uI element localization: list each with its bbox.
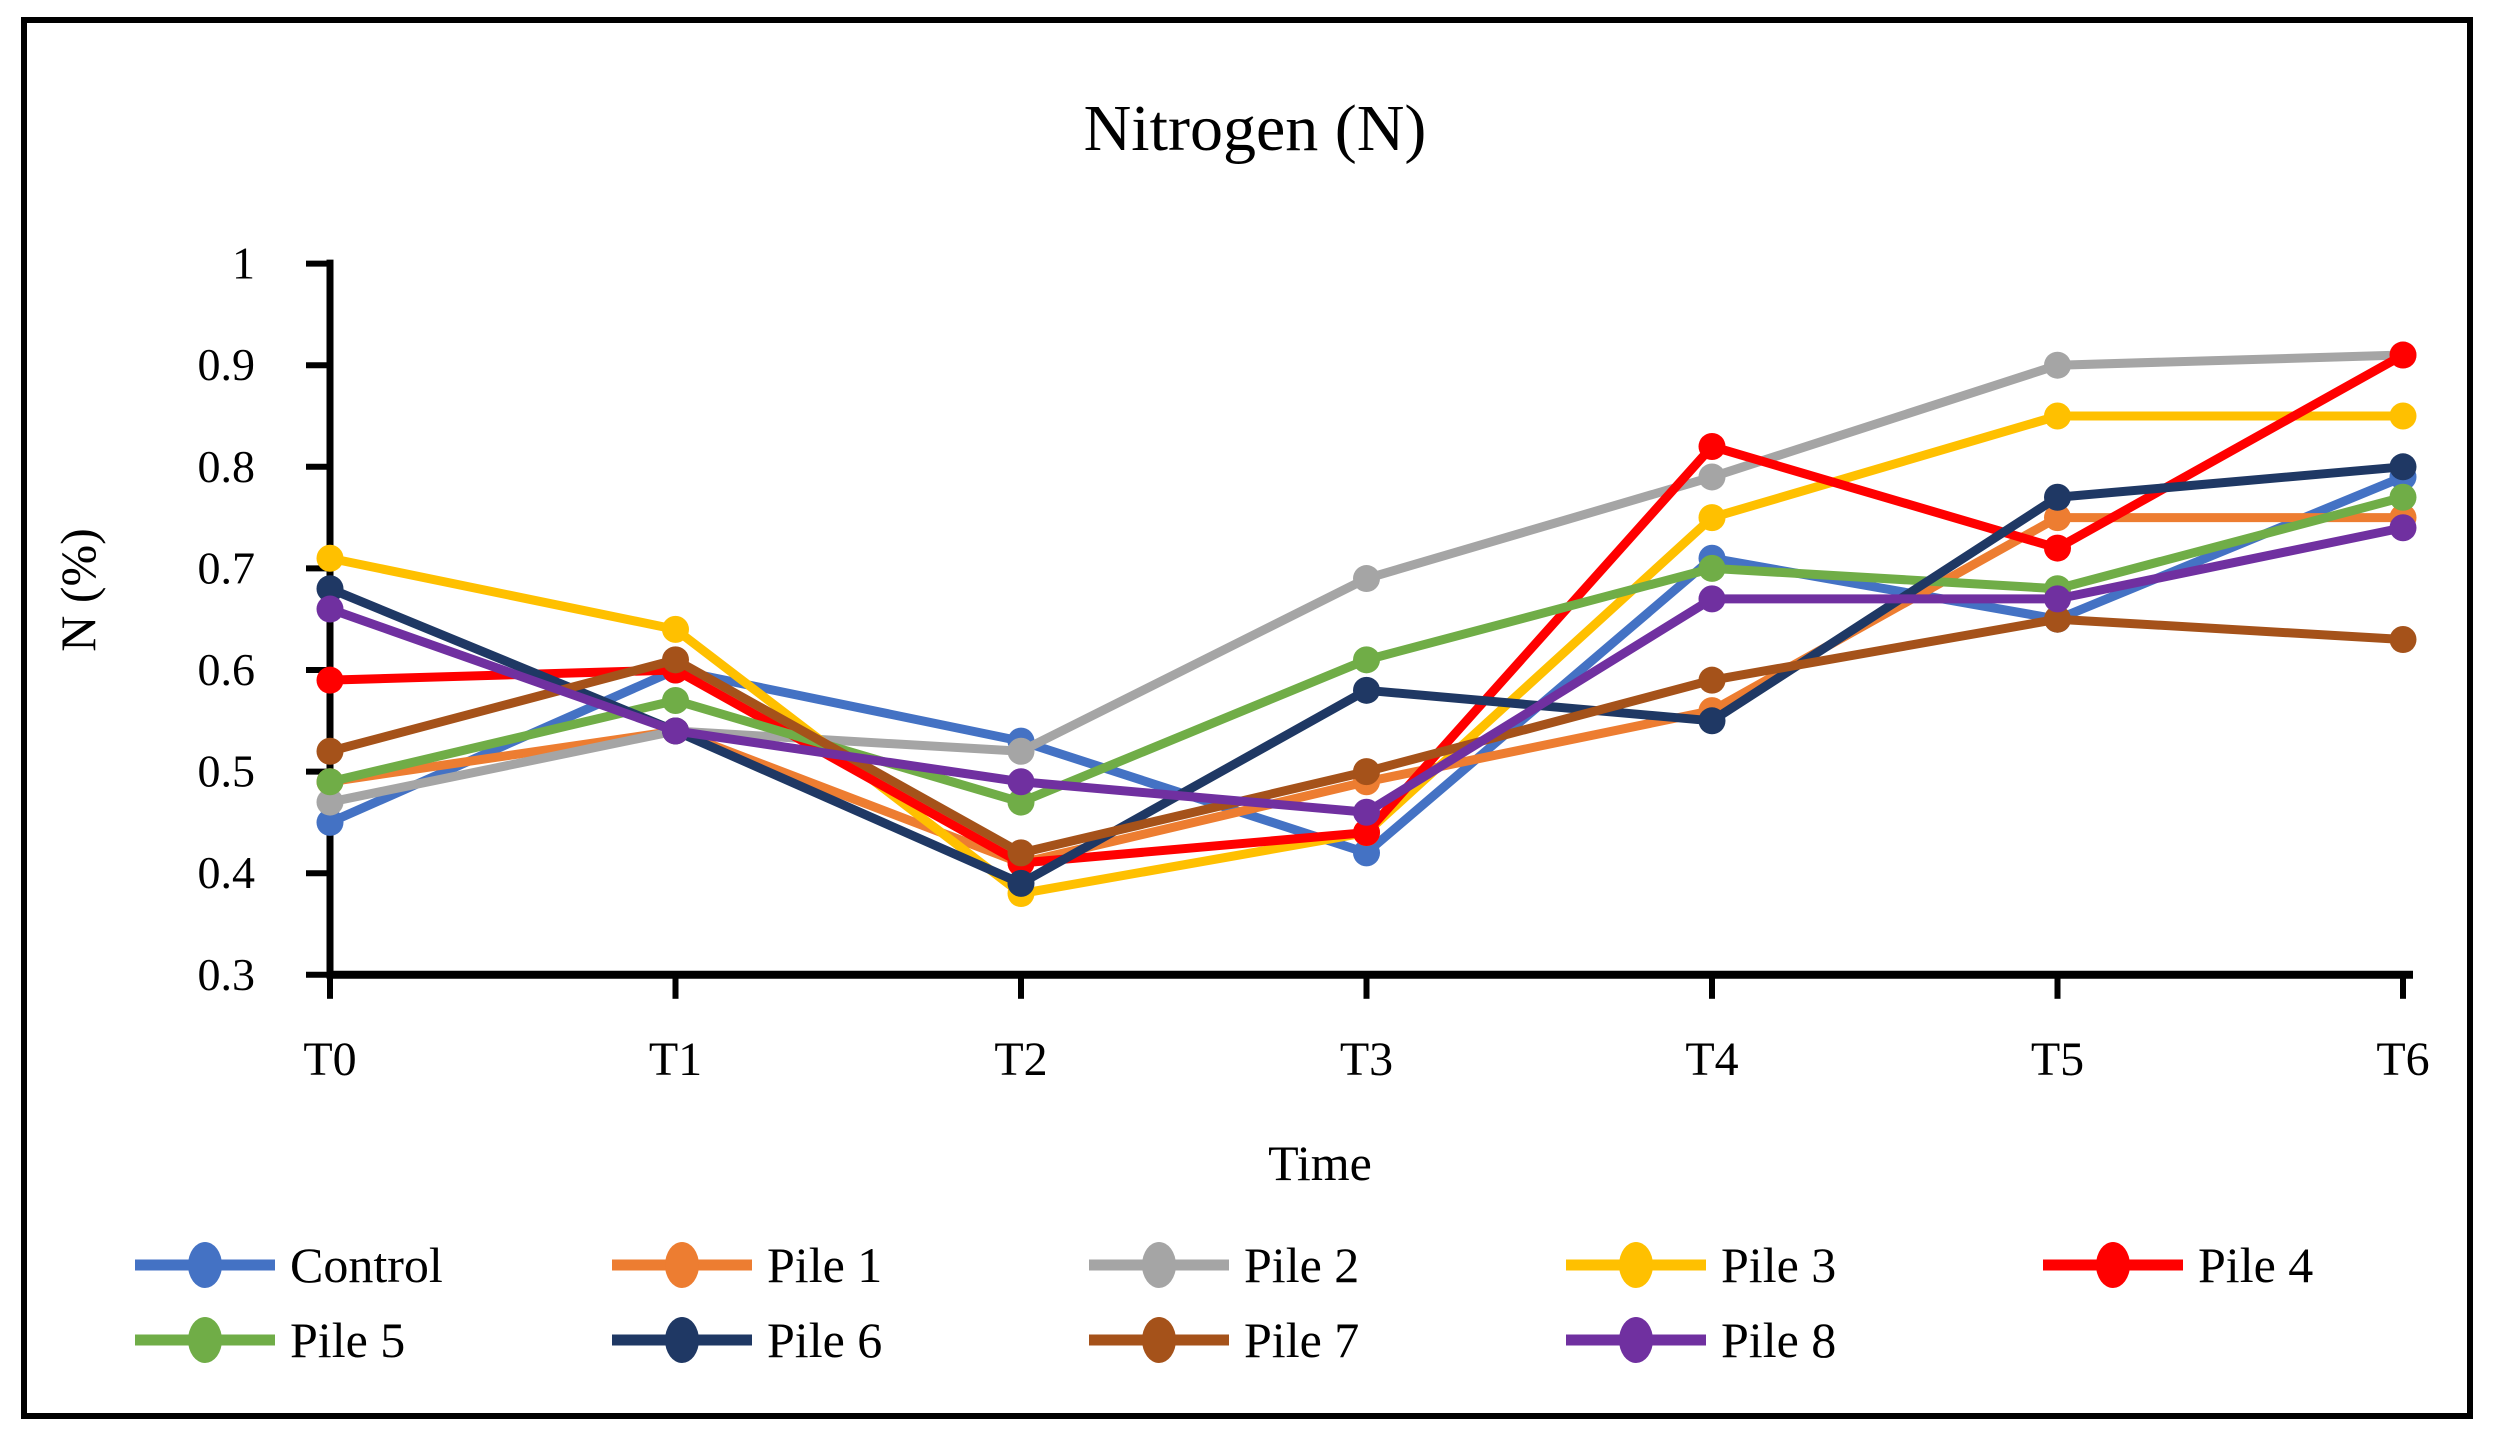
legend-marker-dot (1619, 1317, 1653, 1363)
legend-item-pile-4: Pile 4 (2043, 1237, 2313, 1293)
y-tick-label: 0.7 (198, 542, 256, 593)
series-marker-pile-3 (662, 615, 689, 643)
series-marker-pile-8 (2389, 514, 2417, 542)
legend-marker-dot (665, 1317, 699, 1363)
series-marker-pile-3 (316, 544, 344, 572)
y-tick-label: 1 (232, 238, 255, 289)
series-marker-pile-5 (1353, 646, 1380, 674)
y-tick-label: 0.9 (198, 339, 256, 390)
series-marker-pile-7 (1353, 758, 1380, 786)
series-marker-pile-2 (2044, 351, 2071, 379)
legend-item-pile-7: Pile 7 (1089, 1312, 1359, 1368)
series-marker-pile-7 (1698, 666, 1726, 694)
series-marker-pile-6 (1007, 869, 1035, 897)
legend-label: Pile 6 (767, 1312, 882, 1368)
series-marker-pile-2 (316, 788, 344, 816)
series-marker-pile-4 (1698, 432, 1726, 460)
series-marker-pile-7 (1007, 839, 1035, 867)
legend: Control Pile 1 Pile 2 Pile 3 Pile 4 Pile 5 Pil… (135, 1237, 2313, 1368)
legend-item-pile-8: Pile 8 (1566, 1312, 1836, 1368)
series-marker-pile-3 (1698, 504, 1726, 532)
series-marker-pile-7 (662, 646, 689, 674)
legend-label: Pile 8 (1721, 1312, 1836, 1368)
legend-label: Pile 5 (290, 1312, 405, 1368)
series-marker-pile-6 (316, 575, 344, 603)
series-marker-pile-8 (316, 595, 344, 623)
series-marker-pile-6 (1698, 707, 1726, 735)
y-tick-label: 0.3 (198, 949, 256, 1000)
x-tick-label: T2 (994, 1033, 1047, 1086)
series-marker-pile-8 (1007, 768, 1035, 796)
legend-label: Pile 7 (1244, 1312, 1359, 1368)
series-marker-control (1353, 839, 1380, 867)
series-marker-pile-3 (2389, 402, 2417, 430)
legend-item-pile-3: Pile 3 (1566, 1237, 1836, 1293)
legend-marker-dot (188, 1242, 222, 1288)
series-marker-pile-2 (1353, 565, 1380, 593)
legend-label: Pile 3 (1721, 1237, 1836, 1293)
legend-marker-dot (1142, 1242, 1176, 1288)
legend-label: Pile 2 (1244, 1237, 1359, 1293)
series-marker-pile-6 (2044, 483, 2071, 511)
series-marker-pile-4 (2389, 341, 2417, 369)
x-tick-label: T3 (1340, 1033, 1393, 1086)
legend-item-pile-6: Pile 6 (612, 1312, 882, 1368)
y-tick-label: 0.4 (198, 847, 256, 898)
series-marker-pile-8 (1698, 585, 1726, 613)
series-marker-pile-3 (2044, 402, 2071, 430)
x-tick-label: T0 (303, 1033, 356, 1086)
series-marker-pile-5 (662, 686, 689, 714)
series-marker-pile-8 (2044, 585, 2071, 613)
legend-marker-dot (665, 1242, 699, 1288)
x-tick-label: T4 (1685, 1033, 1738, 1086)
series-marker-pile-2 (1007, 737, 1035, 765)
series-marker-pile-6 (2389, 453, 2417, 481)
series-marker-pile-1 (2044, 504, 2071, 532)
y-axis-label: N (%) (50, 528, 106, 652)
legend-label: Pile 1 (767, 1237, 882, 1293)
series-marker-pile-8 (662, 717, 689, 745)
legend-item-pile-5: Pile 5 (135, 1312, 405, 1368)
series-marker-pile-5 (316, 768, 344, 796)
chart-title: Nitrogen (N) (1084, 92, 1427, 165)
y-tick-label: 0.8 (198, 441, 256, 492)
legend-item-pile-2: Pile 2 (1089, 1237, 1359, 1293)
legend-marker-dot (2096, 1242, 2130, 1288)
legend-label: Control (290, 1237, 443, 1293)
series-marker-control (316, 808, 344, 836)
series-marker-pile-7 (2389, 626, 2417, 654)
legend-item-control: Control (135, 1237, 443, 1293)
series-pile-7 (316, 605, 2417, 867)
legend-label: Pile 4 (2198, 1237, 2313, 1293)
series-marker-pile-2 (1698, 463, 1726, 491)
series-marker-pile-4 (2044, 534, 2071, 562)
series-marker-pile-5 (2389, 483, 2417, 511)
x-tick-label: T5 (2031, 1033, 2084, 1086)
series-marker-pile-6 (1353, 676, 1380, 704)
series-marker-pile-8 (1353, 798, 1380, 826)
series-marker-pile-5 (1007, 788, 1035, 816)
series-pile-4 (316, 341, 2417, 877)
y-tick-label: 0.6 (198, 644, 256, 695)
series-marker-pile-4 (1353, 819, 1380, 847)
chart-border (21, 17, 2473, 1419)
y-tick-label: 0.5 (198, 746, 256, 797)
series-pile-8 (316, 514, 2417, 826)
x-tick-label: T1 (649, 1033, 702, 1086)
x-axis-label: Time (1268, 1135, 1372, 1191)
legend-marker-dot (188, 1317, 222, 1363)
series-marker-pile-7 (2044, 605, 2071, 633)
series-marker-pile-4 (316, 666, 344, 694)
series-marker-pile-7 (316, 737, 344, 765)
legend-marker-dot (1142, 1317, 1176, 1363)
series-marker-pile-5 (1698, 554, 1726, 582)
legend-marker-dot (1619, 1242, 1653, 1288)
x-tick-label: T6 (2376, 1033, 2429, 1086)
legend-item-pile-1: Pile 1 (612, 1237, 882, 1293)
